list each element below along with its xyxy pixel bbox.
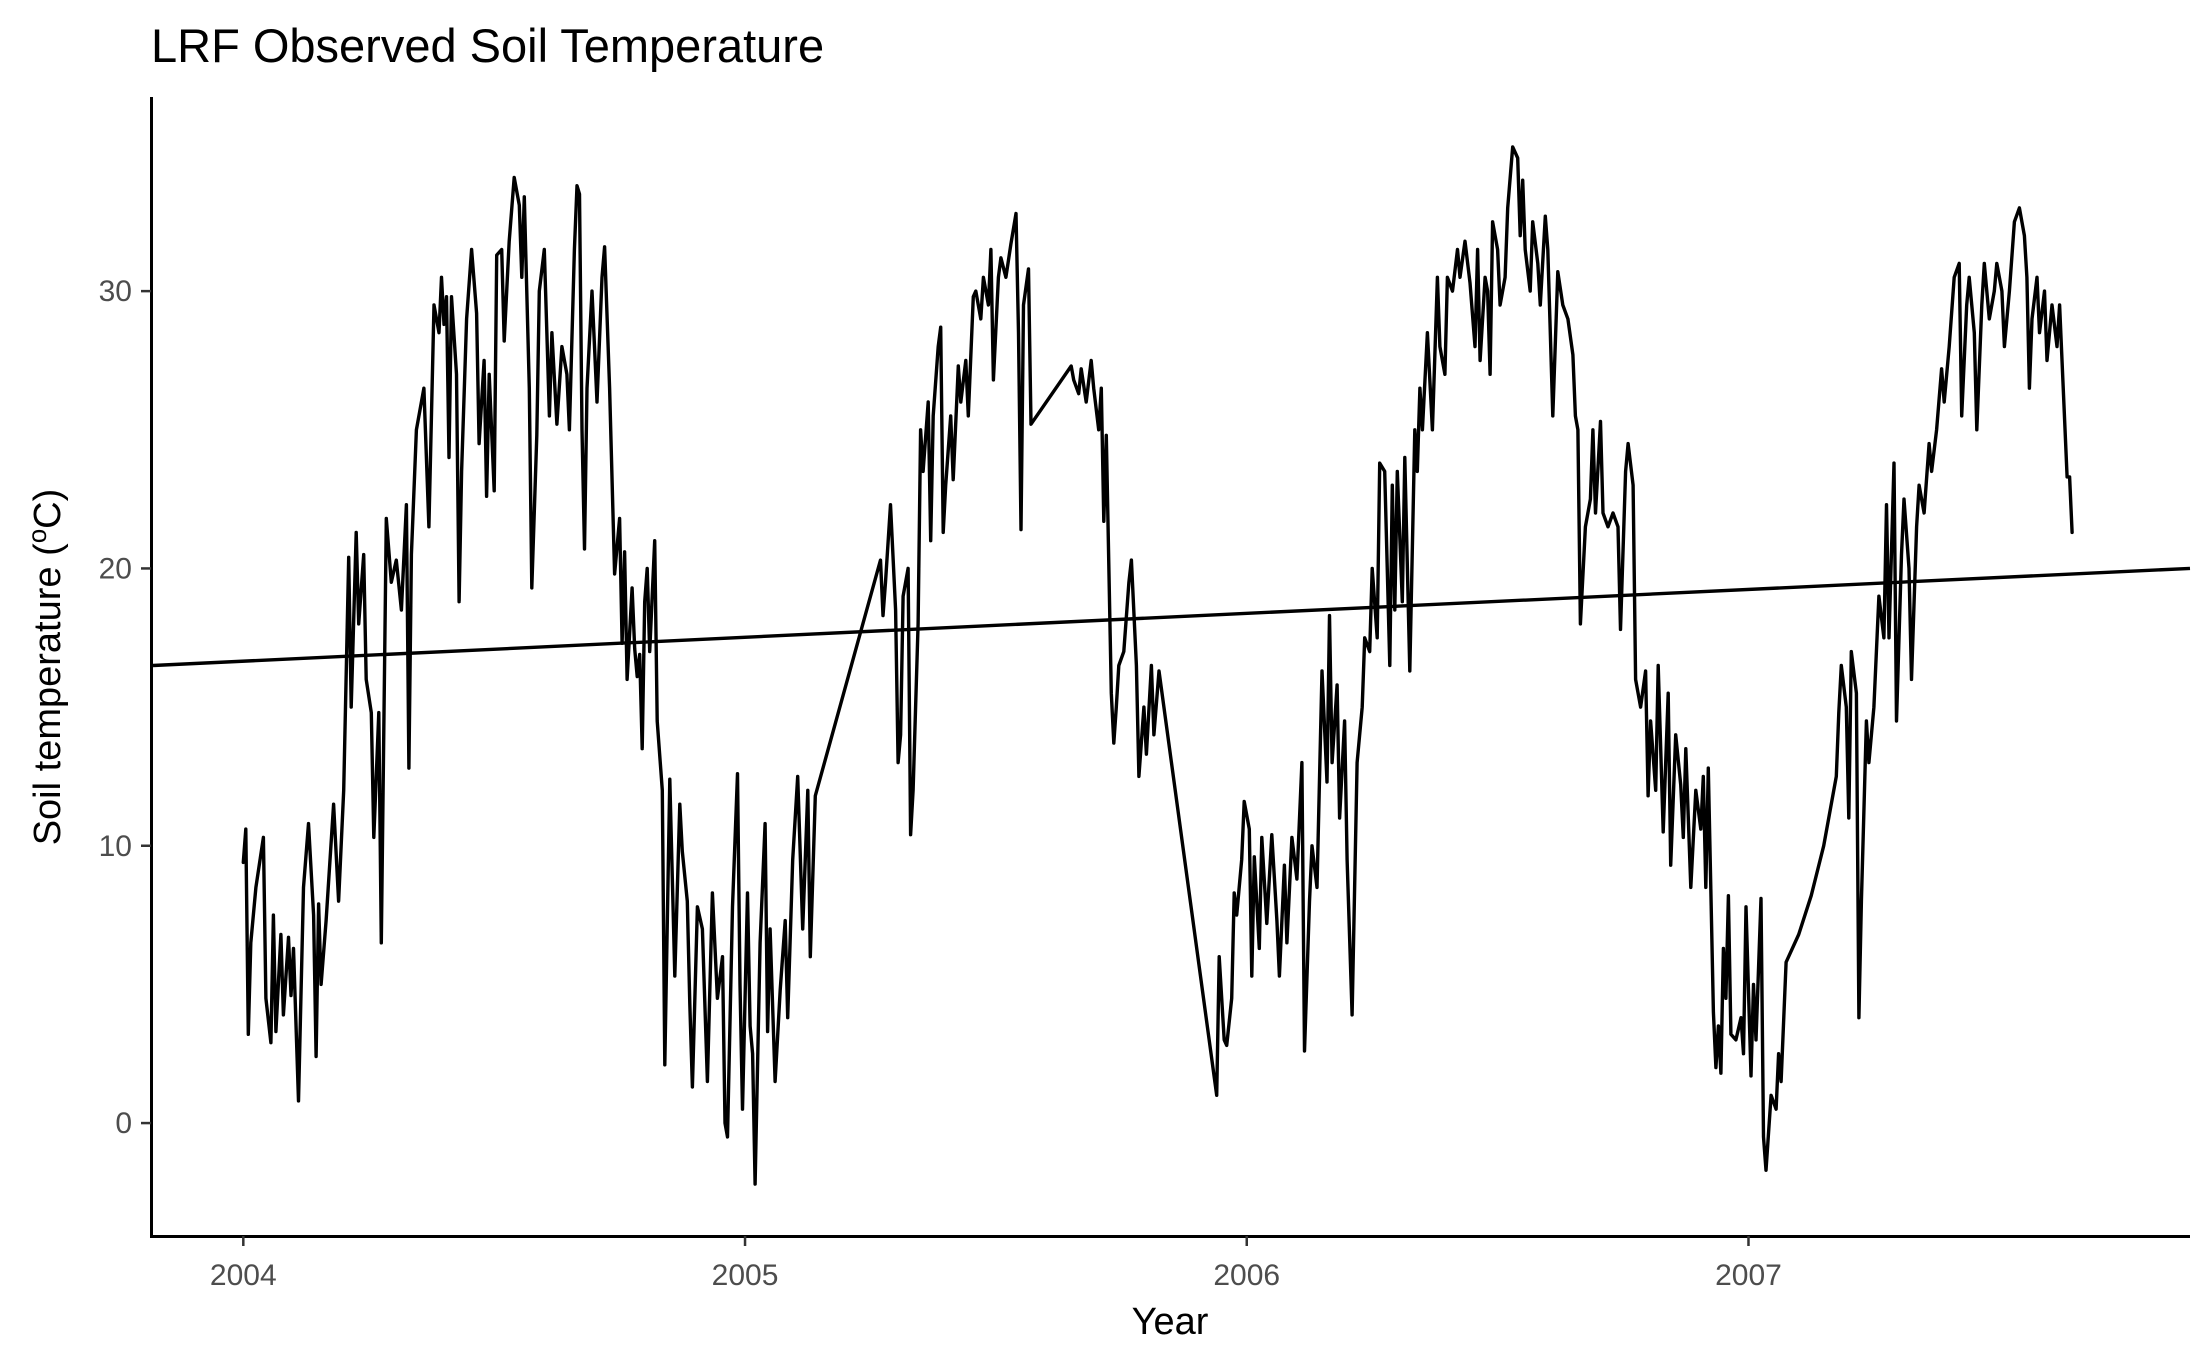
y-tick-label: 10	[99, 830, 132, 863]
x-tick-label: 2007	[1715, 1259, 1782, 1292]
y-axis-ticks: 0 10 20 30	[99, 275, 151, 1140]
y-tick-label: 30	[99, 275, 132, 308]
chart-title: LRF Observed Soil Temperature	[151, 19, 824, 72]
y-axis-title-end: C)	[27, 489, 69, 529]
temperature-series-line	[241, 145, 2074, 1186]
x-tick-label: 2006	[1213, 1259, 1280, 1292]
plot-area	[152, 145, 2191, 1186]
trend-line	[152, 566, 2191, 668]
x-axis-title: Year	[1132, 1301, 1209, 1343]
x-tick-label: 2005	[712, 1259, 779, 1292]
y-axis-title-main: Soil temperature (	[27, 543, 69, 845]
x-axis-ticks: 2004 2005 2006 2007	[210, 1236, 1782, 1292]
y-axis-title: Soil temperature (oC)	[22, 489, 69, 846]
y-tick-label: 20	[99, 552, 132, 585]
y-axis-title-superscript: o	[22, 529, 52, 543]
y-tick-label: 0	[115, 1107, 132, 1140]
x-tick-label: 2004	[210, 1259, 277, 1292]
